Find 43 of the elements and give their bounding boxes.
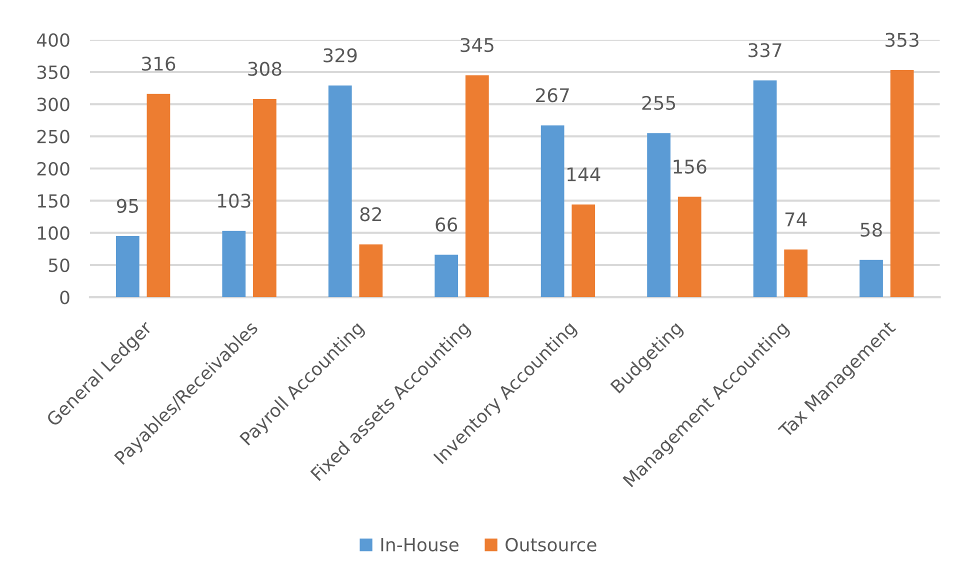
y-tick-label: 50	[48, 258, 70, 272]
data-label: 74	[785, 212, 807, 226]
bar	[572, 204, 596, 298]
bar	[465, 75, 489, 298]
legend-label: Outsource	[506, 538, 596, 552]
data-label: 329	[324, 48, 357, 62]
data-label: 103	[218, 194, 250, 208]
y-tick-label: 400	[36, 33, 70, 47]
data-label: 66	[436, 217, 458, 232]
data-label: 345	[460, 38, 494, 52]
data-label: 82	[360, 207, 381, 222]
bar	[116, 236, 140, 298]
bar	[890, 70, 914, 298]
bar	[253, 99, 276, 298]
y-tick-label: 200	[37, 162, 70, 176]
y-tick-label: 300	[37, 98, 70, 112]
data-label: 267	[536, 88, 569, 102]
bar	[753, 80, 777, 298]
y-tick-label: 250	[37, 130, 70, 144]
data-label: 58	[860, 222, 882, 237]
bar	[146, 94, 170, 298]
y-tick-label: 100	[38, 226, 70, 240]
data-label: 353	[886, 32, 918, 47]
data-label: 255	[642, 96, 676, 110]
y-tick-label: 150	[38, 194, 70, 208]
data-label: 337	[748, 43, 782, 58]
legend-label: In-House	[381, 538, 458, 552]
bar	[860, 260, 883, 298]
data-label: 316	[142, 56, 176, 71]
bar	[434, 254, 458, 298]
bar	[328, 85, 352, 298]
bar	[784, 250, 808, 298]
data-label: 156	[674, 160, 706, 174]
bar	[647, 133, 670, 298]
y-tick-label: 350	[37, 65, 70, 80]
data-label: 308	[248, 62, 282, 76]
bar	[540, 125, 564, 298]
bar	[222, 230, 246, 298]
y-tick-label: 0	[60, 290, 70, 304]
data-label: 144	[568, 168, 600, 182]
bar	[678, 196, 702, 298]
data-label: 95	[116, 198, 138, 213]
bar	[359, 244, 383, 298]
